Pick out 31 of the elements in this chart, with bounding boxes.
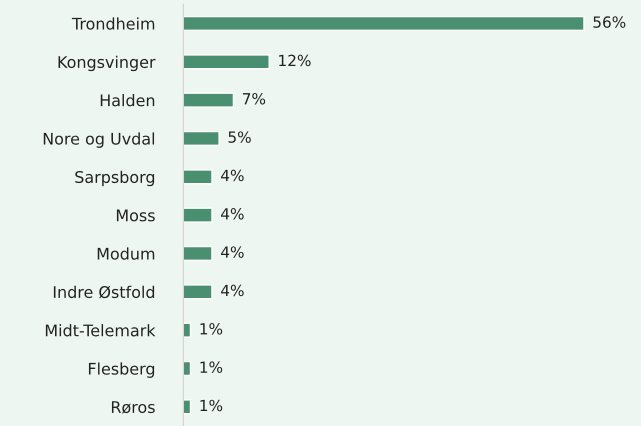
bar <box>183 284 213 300</box>
y-tick-label: Sarpsborg <box>75 170 154 186</box>
bar <box>183 16 585 32</box>
bar <box>183 92 234 108</box>
bar <box>183 399 192 414</box>
y-tick-label: Halden <box>100 94 154 106</box>
y-tick-label: Modum <box>98 247 154 260</box>
data-label: 4% <box>221 208 244 220</box>
y-tick-label: Røros <box>112 401 155 414</box>
y-tick-label: Flesberg <box>88 362 154 378</box>
bar <box>183 246 213 262</box>
data-label: 7% <box>242 92 266 105</box>
data-label: 4% <box>221 246 244 258</box>
bar <box>183 208 213 223</box>
y-tick-label: Indre Østfold <box>54 286 154 298</box>
bar <box>183 54 270 70</box>
data-label: 12% <box>279 54 311 66</box>
y-tick-label: Kongsvinger <box>58 56 156 72</box>
data-label: 4% <box>221 170 244 182</box>
data-label: 4% <box>221 284 244 296</box>
bar <box>183 169 213 184</box>
data-label: 1% <box>200 361 222 373</box>
data-label: 5% <box>228 131 251 143</box>
y-tick-label: Midt-Telemark <box>46 324 156 336</box>
data-label: 1% <box>200 400 222 412</box>
y-tick-label: Moss <box>116 210 155 222</box>
data-label: 56% <box>593 16 626 28</box>
y-tick-label: Trondheim <box>72 17 154 30</box>
data-label: 1% <box>200 323 222 335</box>
bar <box>183 130 220 146</box>
y-tick-label: Nore og Uvdal <box>44 132 154 148</box>
